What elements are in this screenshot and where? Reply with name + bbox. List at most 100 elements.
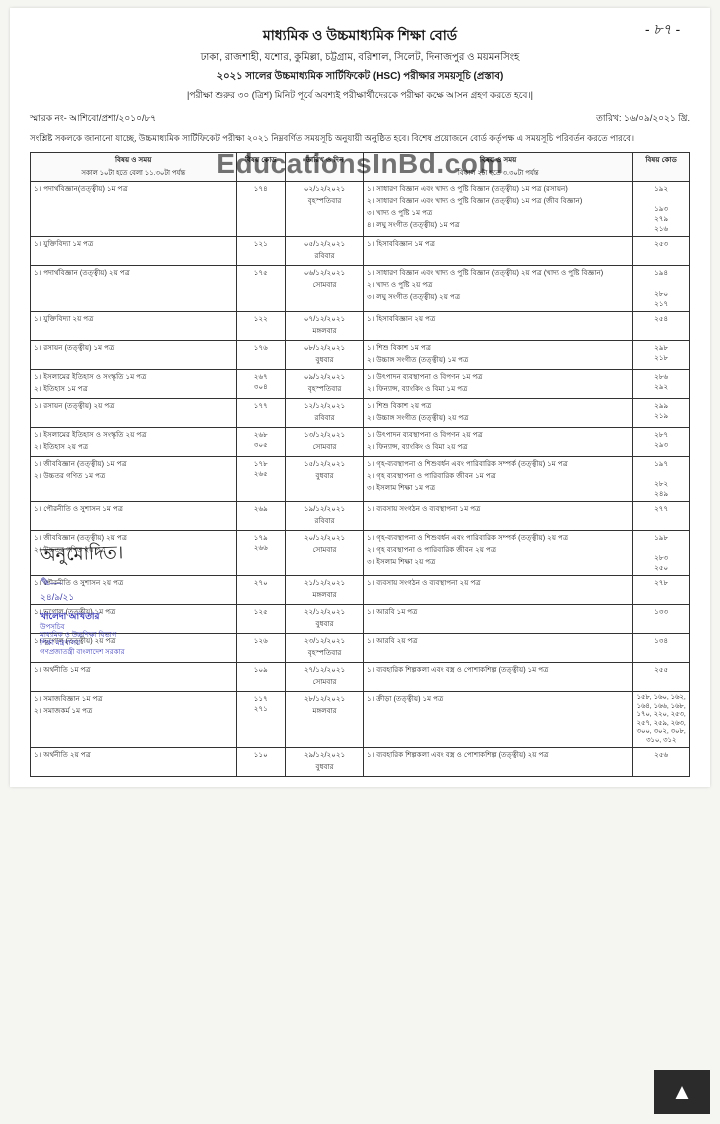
- afternoon-code-cell: ২৭৮: [633, 576, 690, 605]
- morning-cell: ১। পদার্থবিজ্ঞান(তত্ত্বীয়) ১ম পত্র: [31, 182, 237, 237]
- date-cell: ২৮/১২/২০২১ মঙ্গলবার: [286, 692, 364, 748]
- morning-sub: সকাল ১০টা হতে বেলা ১১.৩০টা পর্যন্ত: [34, 167, 233, 179]
- afternoon-code-cell: ১৯২ ১৯৩ ২৭৯ ২১৬: [633, 182, 690, 237]
- sig-mark: ✎—: [40, 575, 220, 590]
- afternoon-cell: ১। গৃহ-ব্যবস্থাপনা ও শিশুবর্ধন এবং পারিব…: [364, 531, 633, 576]
- date-cell: ০৬/১২/২০২১ সোমবার: [286, 266, 364, 311]
- morning-cell: ১। যুক্তিবিদ্যা ১ম পত্র: [31, 237, 237, 266]
- notice-text: সংশ্লিষ্ট সকলকে জানানো যাচ্ছে, উচ্চমাধ্য…: [30, 132, 690, 146]
- afternoon-cell: ১। ক্রীড়া (তত্ত্বীয়) ১ম পত্র: [364, 692, 633, 748]
- morning-code-cell: ১২৬: [236, 634, 286, 663]
- board-title: মাধ্যমিক ও উচ্চমাধ্যমিক শিক্ষা বোর্ড: [30, 24, 690, 48]
- date-cell: ১৩/১২/২০২১ সোমবার: [286, 427, 364, 456]
- afternoon-cell: ১। আরবি ১ম পত্র: [364, 605, 633, 634]
- table-row: ১। পদার্থবিজ্ঞান(তত্ত্বীয়) ১ম পত্র১৭৪০২…: [31, 182, 690, 237]
- morning-cell: ১। পৌরনীতি ও সুশাসন ১ম পত্র: [31, 502, 237, 531]
- afternoon-cell: ১। গৃহ-ব্যবস্থাপনা ও শিশুবর্ধন এবং পারিব…: [364, 456, 633, 501]
- date-cell: ২১/১২/২০২১ মঙ্গলবার: [286, 576, 364, 605]
- afternoon-code-cell: ২৮৬ ২৯২: [633, 369, 690, 398]
- signer-desig3: শিক্ষা মন্ত্রণালয়: [40, 640, 220, 648]
- morning-code-cell: ১৭৬: [236, 340, 286, 369]
- date-cell: ০৫/১২/২০২১ রবিবার: [286, 237, 364, 266]
- afternoon-code-cell: ১৩৩: [633, 605, 690, 634]
- date-cell: ১৫/১২/২০২১ বুধবার: [286, 456, 364, 501]
- date-cell: ২৭/১২/২০২১ সোমবার: [286, 663, 364, 692]
- morning-code-cell: ১৭৭: [236, 398, 286, 427]
- afternoon-code-cell: ১৯৪ ২৮০ ২১৭: [633, 266, 690, 311]
- table-row: ১। জীববিজ্ঞান (তত্ত্বীয়) ১ম পত্র ২। উচ্…: [31, 456, 690, 501]
- table-row: ১। পৌরনীতি ও সুশাসন ১ম পত্র২৬৯১৯/১২/২০২১…: [31, 502, 690, 531]
- morning-cell: ১। জীববিজ্ঞান (তত্ত্বীয়) ১ম পত্র ২। উচ্…: [31, 456, 237, 501]
- col-code2-head: বিষয় কোড: [633, 153, 690, 182]
- approved-text: অনুমোদিত।: [40, 535, 221, 572]
- morning-code-cell: ১২১: [236, 237, 286, 266]
- col-date-head: তারিখ ও দিন: [286, 153, 364, 182]
- signer-name: খালেদা আখতার: [40, 609, 220, 624]
- date-cell: ০৯/১২/২০২১ বৃহস্পতিবার: [286, 369, 364, 398]
- afternoon-cell: ১। ব্যবহারিক শিল্পকলা এবং বস্ত্র ও পোশাক…: [364, 663, 633, 692]
- afternoon-code-cell: ২৫৩: [633, 237, 690, 266]
- morning-code-cell: ২৬৭ ৩০৪: [236, 369, 286, 398]
- afternoon-cell: ১। সাধারণ বিজ্ঞান এবং খাদ্য ও পুষ্টি বিজ…: [364, 182, 633, 237]
- date-cell: ০২/১২/২০২১ বৃহস্পতিবার: [286, 182, 364, 237]
- morning-code-cell: ১২২: [236, 311, 286, 340]
- afternoon-code-cell: ২৫৪: [633, 311, 690, 340]
- afternoon-code-cell: ২৫৬: [633, 748, 690, 777]
- afternoon-cell: ১। ব্যবহারিক শিল্পকলা এবং বস্ত্র ও পোশাক…: [364, 748, 633, 777]
- morning-cell: ১। সমাজবিজ্ঞান ১ম পত্র ২। সমাজকর্ম ১ম পত…: [31, 692, 237, 748]
- table-row: ১। পদার্থবিজ্ঞান (তত্ত্বীয়) ২য় পত্র১৭৫…: [31, 266, 690, 311]
- morning-cell: ১। অর্থনীতি ১ম পত্র: [31, 663, 237, 692]
- date-cell: ১৯/১২/২০২১ রবিবার: [286, 502, 364, 531]
- afternoon-cell: ১। শিশু বিকাশ ১ম পত্র ২। উচ্চাঙ্গ সংগীত …: [364, 340, 633, 369]
- table-row: ১। ইসলামের ইতিহাস ও সংস্কৃতি ২য় পত্র ২।…: [31, 427, 690, 456]
- morning-code-cell: ১১৭ ২৭১: [236, 692, 286, 748]
- morning-code-cell: ২৬৮ ৩০৫: [236, 427, 286, 456]
- morning-code-cell: ১৭৯ ২৬৬: [236, 531, 286, 576]
- afternoon-code-cell: ২৮৭ ২৯৩: [633, 427, 690, 456]
- signer-desig1: উপসচিব: [40, 624, 220, 632]
- page-number: - ৮৭ -: [645, 18, 680, 42]
- morning-head: বিষয় ও সময়: [34, 155, 233, 167]
- afternoon-code-cell: ২৫৫: [633, 663, 690, 692]
- date-cell: ০৭/১২/২০২১ মঙ্গলবার: [286, 311, 364, 340]
- table-row: ১। রসায়ন (তত্ত্বীয়) ১ম পত্র১৭৬০৮/১২/২০…: [31, 340, 690, 369]
- exam-title: ২০২১ সালের উচ্চমাধ্যমিক সার্টিফিকেট (HSC…: [30, 69, 690, 86]
- afternoon-cell: ১। হিসাববিজ্ঞান ২য় পত্র: [364, 311, 633, 340]
- afternoon-cell: ১। উৎপাদন ব্যবস্থাপনা ও বিপণন ১ম পত্র ২।…: [364, 369, 633, 398]
- date-cell: ২৯/১২/২০২১ বুধবার: [286, 748, 364, 777]
- board-list: ঢাকা, রাজশাহী, যশোর, কুমিল্লা, চট্টগ্রাম…: [30, 50, 690, 67]
- date-cell: ০৮/১২/২০২১ বুধবার: [286, 340, 364, 369]
- morning-cell: ১। যুক্তিবিদ্যা ২য় পত্র: [31, 311, 237, 340]
- table-row: ১। সমাজবিজ্ঞান ১ম পত্র ২। সমাজকর্ম ১ম পত…: [31, 692, 690, 748]
- afternoon-cell: ১। আরবি ২য় পত্র: [364, 634, 633, 663]
- table-row: ১। রসায়ন (তত্ত্বীয়) ২য় পত্র১৭৭১২/১২/২…: [31, 398, 690, 427]
- morning-code-cell: ১০৯: [236, 663, 286, 692]
- morning-code-cell: ২৬৯: [236, 502, 286, 531]
- afternoon-sub: বিকাল ২টা হতে ৩.৩০টা পর্যন্ত: [367, 167, 629, 179]
- signature-block: অনুমোদিত। ✎— ২৪/৯/২১ খালেদা আখতার উপসচিব…: [40, 538, 220, 658]
- table-header-row: বিষয় ও সময় সকাল ১০টা হতে বেলা ১১.৩০টা …: [31, 153, 690, 182]
- afternoon-code-cell: ২৯৯ ২১৯: [633, 398, 690, 427]
- date-cell: ২৩/১২/২০২১ বৃহস্পতিবার: [286, 634, 364, 663]
- afternoon-code-cell: ১৯৭ ২৮২ ২৪৯: [633, 456, 690, 501]
- date-cell: ২০/১২/২০২১ সোমবার: [286, 531, 364, 576]
- document-page: - ৮৭ - মাধ্যমিক ও উচ্চমাধ্যমিক শিক্ষা বো…: [10, 8, 710, 787]
- morning-cell: ১। ইসলামের ইতিহাস ও সংস্কৃতি ১ম পত্র ২। …: [31, 369, 237, 398]
- date-cell: ১২/১২/২০২১ রবিবার: [286, 398, 364, 427]
- memo-row: স্মারক নং- আশিবো/প্রশা/২০১০/৮৭ তারিখ: ১৬…: [30, 111, 690, 126]
- scroll-top-button[interactable]: ▲: [654, 1070, 710, 1114]
- col-afternoon-head: বিষয় ও সময় বিকাল ২টা হতে ৩.৩০টা পর্যন্…: [364, 153, 633, 182]
- morning-code-cell: ১২৫: [236, 605, 286, 634]
- instruction: |পরীক্ষা শুরুর ৩০ (ত্রিশ) মিনিট পূর্বে অ…: [30, 88, 690, 103]
- morning-code-cell: ১১০: [236, 748, 286, 777]
- arrow-up-icon: ▲: [671, 1079, 693, 1105]
- table-row: ১। অর্থনীতি ১ম পত্র১০৯২৭/১২/২০২১ সোমবার১…: [31, 663, 690, 692]
- afternoon-code-cell: ১৩৪: [633, 634, 690, 663]
- memo-date: তারিখ: ১৬/০৯/২০২১ খ্রি.: [596, 111, 690, 126]
- morning-cell: ১। ইসলামের ইতিহাস ও সংস্কৃতি ২য় পত্র ২।…: [31, 427, 237, 456]
- afternoon-cell: ১। উৎপাদন ব্যবস্থাপনা ও বিপণন ২য় পত্র ২…: [364, 427, 633, 456]
- afternoon-cell: ১। ব্যবসায় সংগঠন ও ব্যবস্থাপনা ২য় পত্র: [364, 576, 633, 605]
- afternoon-code-cell: ১৫৮, ১৬০, ১৬২, ১৬৪, ১৬৬, ১৬৮, ১৭০, ২২০, …: [633, 692, 690, 748]
- signer-desig4: গণপ্রজাতন্ত্রী বাংলাদেশ সরকার: [40, 649, 220, 657]
- afternoon-code-cell: ২৭৭: [633, 502, 690, 531]
